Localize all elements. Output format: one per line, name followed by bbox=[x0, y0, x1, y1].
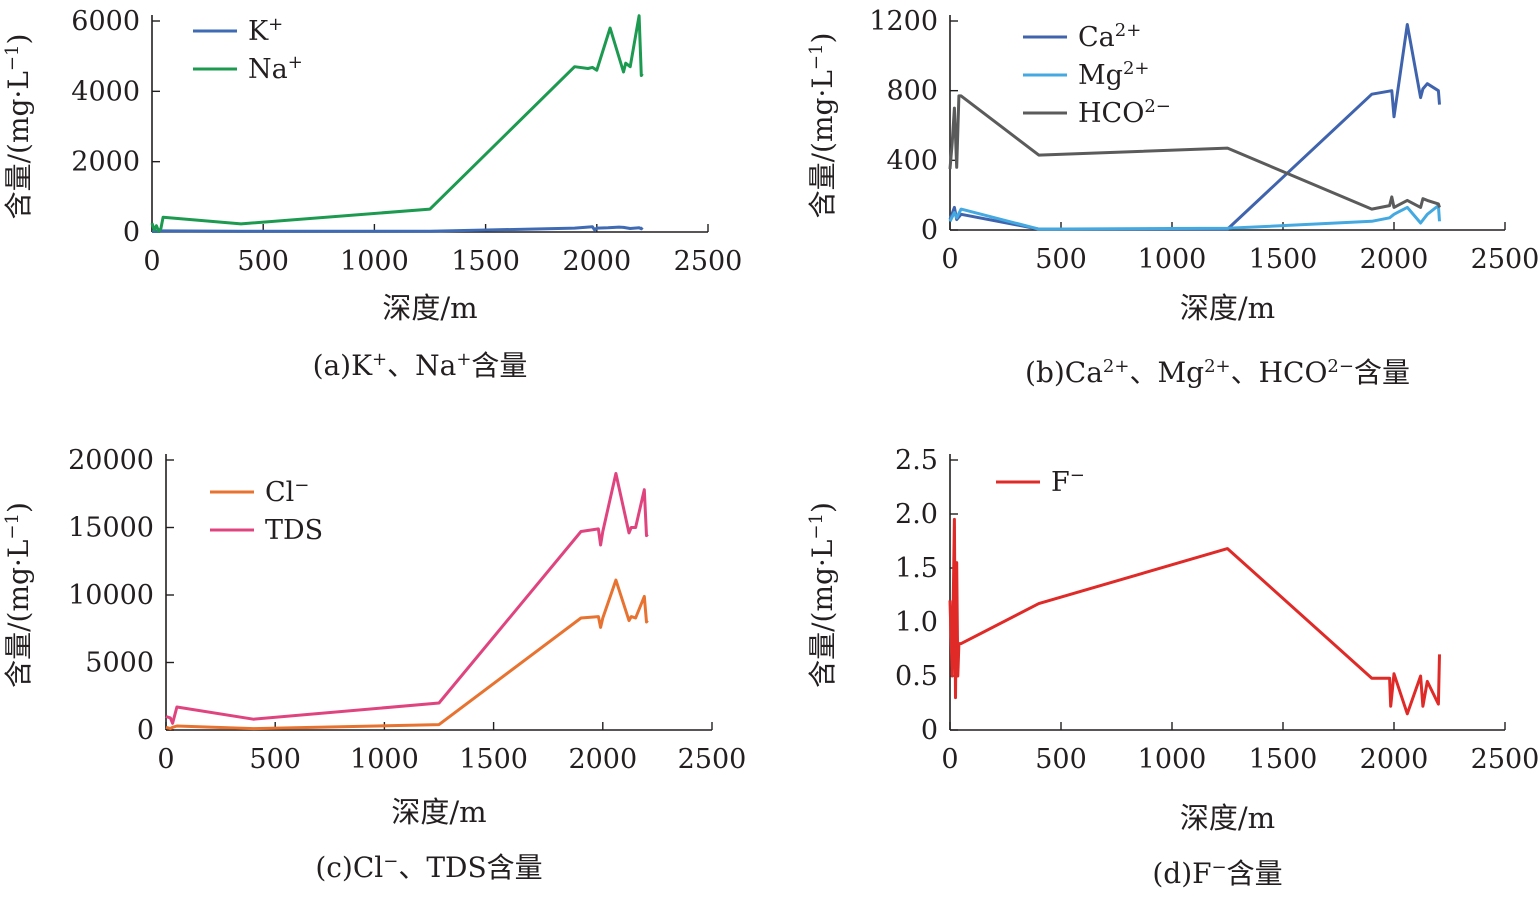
y-tick-label: 0 bbox=[137, 715, 154, 746]
y-tick-label: 2000 bbox=[71, 147, 140, 178]
x-tick-label: 1000 bbox=[350, 744, 419, 775]
x-tick-label: 1000 bbox=[1138, 244, 1207, 275]
x-tick-label: 1500 bbox=[451, 246, 520, 277]
y-tick-label: 2.5 bbox=[895, 445, 938, 476]
x-axis-title: 深度/m bbox=[391, 795, 486, 829]
x-tick-label: 1500 bbox=[1249, 744, 1318, 775]
series-line bbox=[948, 23, 1441, 231]
y-tick-label: 6000 bbox=[71, 6, 140, 37]
y-axis-title: 含量/(mg·L−1) bbox=[806, 33, 840, 219]
y-tick-label: 20000 bbox=[68, 445, 154, 476]
legend-label: Ca2+ bbox=[1078, 20, 1141, 54]
y-tick-label: 800 bbox=[886, 76, 938, 107]
x-tick-label: 500 bbox=[237, 246, 289, 277]
x-tick-label: 1500 bbox=[1249, 244, 1318, 275]
legend-label: Mg2+ bbox=[1078, 58, 1149, 92]
y-tick-label: 1200 bbox=[869, 6, 938, 37]
y-tick-label: 10000 bbox=[68, 580, 154, 611]
y-axis-title: 含量/(mg·L−1) bbox=[2, 502, 36, 688]
x-tick-label: 2000 bbox=[562, 246, 631, 277]
y-axis-title: 含量/(mg·L−1) bbox=[2, 34, 36, 220]
x-tick-label: 0 bbox=[941, 244, 958, 275]
y-tick-label: 15000 bbox=[68, 513, 154, 544]
y-tick-label: 400 bbox=[886, 145, 938, 176]
y-tick-label: 0 bbox=[921, 715, 938, 746]
chart-panel-c: 0 500 1000 1500 2000 2500 0 5000 10000 15000 20000… bbox=[2, 445, 747, 884]
legend-label: HCO2− bbox=[1078, 96, 1171, 130]
x-tick-label: 2000 bbox=[1360, 744, 1429, 775]
x-tick-label: 0 bbox=[941, 744, 958, 775]
legend-label: Na+ bbox=[248, 52, 303, 86]
legend-label: K+ bbox=[248, 14, 283, 48]
x-tick-label: 500 bbox=[1035, 244, 1087, 275]
legend-label: F− bbox=[1051, 465, 1085, 499]
y-tick-label: 1.5 bbox=[895, 553, 938, 584]
panel-caption: (c)Cl−、TDS含量 bbox=[315, 851, 542, 885]
x-tick-label: 1000 bbox=[340, 246, 409, 277]
y-tick-label: 0 bbox=[123, 217, 140, 248]
x-axis-title: 深度/m bbox=[382, 291, 477, 325]
x-tick-label: 2500 bbox=[674, 246, 743, 277]
series-line bbox=[165, 472, 649, 725]
series-line bbox=[150, 14, 644, 233]
y-tick-label: 5000 bbox=[85, 648, 154, 679]
chart-panel-d: 0 500 1000 1500 2000 2500 0 0.5 1.0 1.5 2.0 2.5 深度/m… bbox=[806, 445, 1540, 890]
chart-panel-a: 0 500 1000 1500 2000 2500 0 2000 4000 6000 深度/m 含量/… bbox=[2, 6, 743, 382]
panel-caption: (a)K+、Na+含量 bbox=[313, 349, 528, 383]
panel-caption: (d)F−含量 bbox=[1152, 857, 1282, 891]
x-tick-label: 0 bbox=[143, 246, 160, 277]
series-line bbox=[948, 517, 1441, 716]
x-tick-label: 1000 bbox=[1138, 744, 1207, 775]
series-line bbox=[948, 94, 1441, 211]
legend-label: Cl− bbox=[265, 475, 309, 509]
x-axis-title: 深度/m bbox=[1180, 291, 1275, 325]
x-tick-label: 2500 bbox=[678, 744, 747, 775]
series-line bbox=[165, 578, 649, 731]
chart-panel-b: 0 500 1000 1500 2000 2500 0 400 800 1200 深度/m 含量/(m… bbox=[806, 6, 1540, 389]
y-tick-label: 1.0 bbox=[895, 607, 938, 638]
x-tick-label: 0 bbox=[157, 744, 174, 775]
x-tick-label: 500 bbox=[249, 744, 301, 775]
x-tick-label: 2000 bbox=[568, 744, 637, 775]
y-tick-label: 2.0 bbox=[895, 499, 938, 530]
x-tick-label: 1500 bbox=[459, 744, 528, 775]
y-tick-label: 4000 bbox=[71, 76, 140, 107]
legend-label: TDS bbox=[265, 515, 323, 546]
x-tick-label: 2500 bbox=[1471, 744, 1540, 775]
x-tick-label: 2500 bbox=[1471, 244, 1540, 275]
y-tick-label: 0 bbox=[921, 215, 938, 246]
series-line bbox=[151, 225, 644, 233]
x-tick-label: 2000 bbox=[1360, 244, 1429, 275]
panel-caption: (b)Ca2+、Mg2+、HCO2−含量 bbox=[1025, 356, 1410, 390]
x-axis-title: 深度/m bbox=[1180, 801, 1275, 835]
y-tick-label: 0.5 bbox=[895, 661, 938, 692]
x-tick-label: 500 bbox=[1035, 744, 1087, 775]
y-axis-title: 含量/(mg·L−1) bbox=[806, 502, 840, 688]
series-line bbox=[948, 204, 1441, 231]
